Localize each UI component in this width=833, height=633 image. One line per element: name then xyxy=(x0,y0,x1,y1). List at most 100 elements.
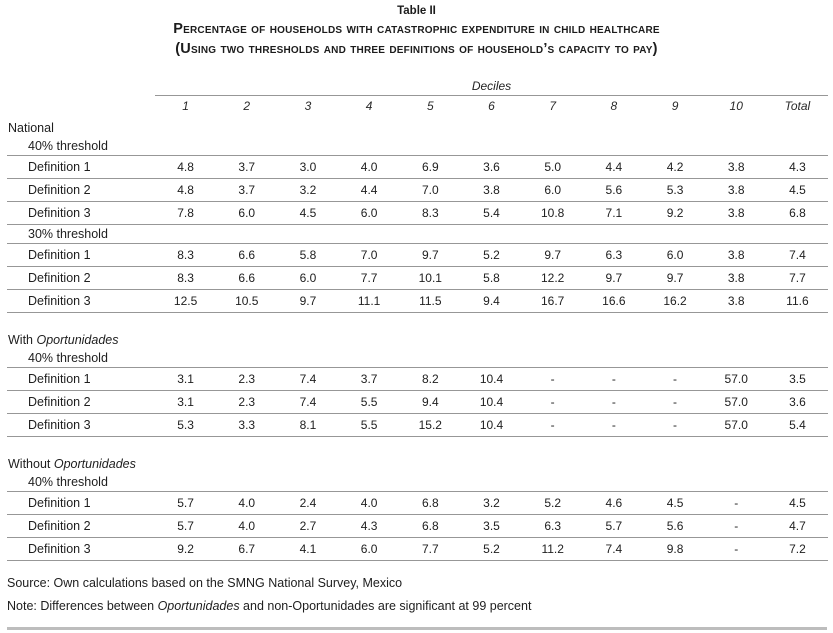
data-cell: - xyxy=(611,372,616,386)
data-cell: 6.0 xyxy=(666,248,684,262)
data-cell: 5.5 xyxy=(360,418,378,432)
table-section: Without Oportunidades 40% threshold Defini… xyxy=(7,451,828,561)
data-cell: 6.8 xyxy=(789,206,806,220)
data-cell: 4.1 xyxy=(299,542,317,556)
data-cell: 5.0 xyxy=(544,160,562,174)
data-cell: 4.3 xyxy=(360,519,378,533)
definition-row: Definition 3 7.8 6.0 4.5 6.0 8.3 5.4 10.8 7.1 9.2… xyxy=(7,202,828,225)
section-label-row: National xyxy=(7,115,828,137)
data-cell: 6.9 xyxy=(421,160,439,174)
data-cell: 7.2 xyxy=(789,542,806,556)
threshold-label: 40% threshold xyxy=(28,351,108,365)
column-header: 5 xyxy=(426,98,434,113)
data-cell: 9.2 xyxy=(177,542,194,556)
data-cell: 4.7 xyxy=(789,519,806,533)
data-cell: 11.1 xyxy=(357,294,381,308)
section-label-text: National xyxy=(8,121,54,135)
data-cell: 3.8 xyxy=(727,183,745,197)
data-cell: 10.8 xyxy=(540,206,565,220)
data-cell: 4.3 xyxy=(789,160,806,174)
data-cell: 4.2 xyxy=(666,160,684,174)
data-cell: 5.2 xyxy=(483,248,500,262)
data-cell: 3.5 xyxy=(483,519,500,533)
data-cell: - xyxy=(611,395,616,409)
definition-row: Definition 1 8.3 6.6 5.8 7.0 9.7 5.2 9.7 6.3 6.0 3… xyxy=(7,244,828,267)
threshold-label: 40% threshold xyxy=(28,139,108,153)
data-cell: 10.4 xyxy=(479,418,504,432)
data-cell: - xyxy=(550,418,555,432)
data-cell: 5.6 xyxy=(666,519,684,533)
data-cell: 9.8 xyxy=(666,542,684,556)
row-label: Definition 2 xyxy=(28,183,91,197)
data-cell: 3.8 xyxy=(727,206,745,220)
data-cell: 57.0 xyxy=(724,395,748,409)
data-cell: 3.7 xyxy=(238,160,256,174)
data-cell: 7.7 xyxy=(421,542,439,556)
data-cell: 7.1 xyxy=(605,206,623,220)
data-cell: 5.4 xyxy=(483,206,500,220)
data-cell: 10.5 xyxy=(235,294,259,308)
row-label: Definition 1 xyxy=(28,160,91,174)
data-cell: 16.6 xyxy=(602,294,626,308)
data-cell: 10.4 xyxy=(479,372,504,386)
row-label: Definition 1 xyxy=(28,372,91,386)
data-cell: 5.2 xyxy=(483,542,500,556)
data-cell: 3.2 xyxy=(299,183,317,197)
section-label: National xyxy=(7,121,828,137)
column-header: 1 xyxy=(182,98,189,113)
data-cell: 3.3 xyxy=(238,418,256,432)
column-header: 8 xyxy=(610,98,618,113)
threshold-row: 40% threshold xyxy=(7,473,828,492)
data-cell: 9.4 xyxy=(421,395,439,409)
bottom-rule xyxy=(7,627,827,630)
definition-row: Definition 3 9.2 6.7 4.1 6.0 7.7 5.2 11.2 7.4 9.8… xyxy=(7,538,828,561)
data-cell: 7.4 xyxy=(299,395,317,409)
data-cell: 7.0 xyxy=(421,183,439,197)
row-label: Definition 2 xyxy=(28,271,91,285)
definition-row: Definition 2 3.1 2.3 7.4 5.5 9.4 10.4 - - - 57.0 3.… xyxy=(7,391,828,414)
data-cell: - xyxy=(734,519,739,533)
data-cell: 4.0 xyxy=(360,496,378,510)
data-cell: 6.6 xyxy=(238,271,256,285)
section-label: Without Oportunidades xyxy=(7,457,828,473)
data-cell: 6.0 xyxy=(544,183,562,197)
data-cell: 9.7 xyxy=(666,271,684,285)
row-label: Definition 2 xyxy=(28,395,91,409)
table-caption-line2: (Using two thresholds and three definiti… xyxy=(175,41,658,57)
data-cell: 4.0 xyxy=(238,519,256,533)
definition-row: Definition 2 4.8 3.7 3.2 4.4 7.0 3.8 6.0 5.6 5.3 3… xyxy=(7,179,828,202)
data-cell: 57.0 xyxy=(724,372,748,386)
table-section: With Oportunidades 40% threshold Definitio… xyxy=(7,327,828,437)
data-cell: 6.3 xyxy=(605,248,623,262)
column-header: 2 xyxy=(243,98,251,113)
data-cell: 6.3 xyxy=(544,519,562,533)
data-cell: 3.0 xyxy=(299,160,317,174)
section-label: With Oportunidades xyxy=(7,333,828,349)
data-cell: 5.3 xyxy=(666,183,684,197)
data-cell: 8.3 xyxy=(421,206,439,220)
data-cell: - xyxy=(611,418,616,432)
data-cell: 11.6 xyxy=(786,294,809,308)
column-header: 7 xyxy=(549,98,557,113)
section-label-text: With xyxy=(8,333,37,347)
data-cell: 4.5 xyxy=(789,496,806,510)
data-cell: - xyxy=(550,395,555,409)
deciles-group-header-row: Deciles xyxy=(7,78,828,96)
data-cell: 3.8 xyxy=(483,183,500,197)
data-cell: 6.0 xyxy=(360,542,378,556)
data-cell: 6.0 xyxy=(238,206,256,220)
data-cell: 6.0 xyxy=(299,271,317,285)
data-table: Deciles 1 2 3 4 5 6 7 8 9 10 Total National 40% thr… xyxy=(7,78,828,561)
data-cell: 7.0 xyxy=(360,248,378,262)
data-cell: 3.7 xyxy=(238,183,256,197)
note-prefix: Note: Differences between xyxy=(7,599,158,613)
column-header-row: 1 2 3 4 5 6 7 8 9 10 Total xyxy=(7,96,828,115)
table-body: National 40% threshold Definition 1 4.8 3.7 3… xyxy=(7,115,828,561)
data-cell: 3.6 xyxy=(789,395,806,409)
threshold-label: 40% threshold xyxy=(28,475,108,489)
data-cell: 8.1 xyxy=(299,418,317,432)
data-cell: 6.8 xyxy=(421,496,439,510)
row-label: Definition 3 xyxy=(28,542,91,556)
data-cell: 4.0 xyxy=(238,496,256,510)
